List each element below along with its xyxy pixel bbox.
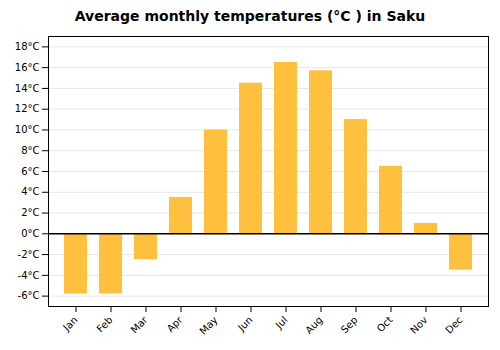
svg-text:14°C: 14°C <box>15 83 40 94</box>
svg-text:6°C: 6°C <box>21 166 39 177</box>
svg-text:8°C: 8°C <box>21 145 39 156</box>
svg-text:May: May <box>197 314 219 336</box>
html-text:Average monthly temperatures (: Average monthly temperatures (°C ) in Sa… <box>74 8 426 24</box>
svg-text:4°C: 4°C <box>21 186 39 197</box>
svg-text:Jan: Jan <box>60 314 79 333</box>
svg-text:18°C: 18°C <box>15 41 40 52</box>
svg-text:Nov: Nov <box>408 314 430 336</box>
svg-text:10°C: 10°C <box>15 124 40 135</box>
svg-text:-2°C: -2°C <box>18 249 40 260</box>
svg-text:-4°C: -4°C <box>18 270 40 281</box>
svg-text:16°C: 16°C <box>15 62 40 73</box>
svg-text:12°C: 12°C <box>15 103 40 114</box>
svg-text:Oct: Oct <box>375 314 395 334</box>
svg-text:Dec: Dec <box>443 314 464 335</box>
svg-text:2°C: 2°C <box>21 207 39 218</box>
svg-text:Aug: Aug <box>303 314 325 336</box>
svg-text:Mar: Mar <box>129 314 151 336</box>
svg-text:Feb: Feb <box>94 314 114 334</box>
svg-text:Jun: Jun <box>235 314 255 334</box>
svg-text:Jul: Jul <box>273 314 290 331</box>
svg-text:0°C: 0°C <box>21 228 39 239</box>
svg-text:Sep: Sep <box>339 314 360 335</box>
svg-text:Apr: Apr <box>165 314 186 335</box>
svg-text:-6°C: -6°C <box>18 290 40 301</box>
